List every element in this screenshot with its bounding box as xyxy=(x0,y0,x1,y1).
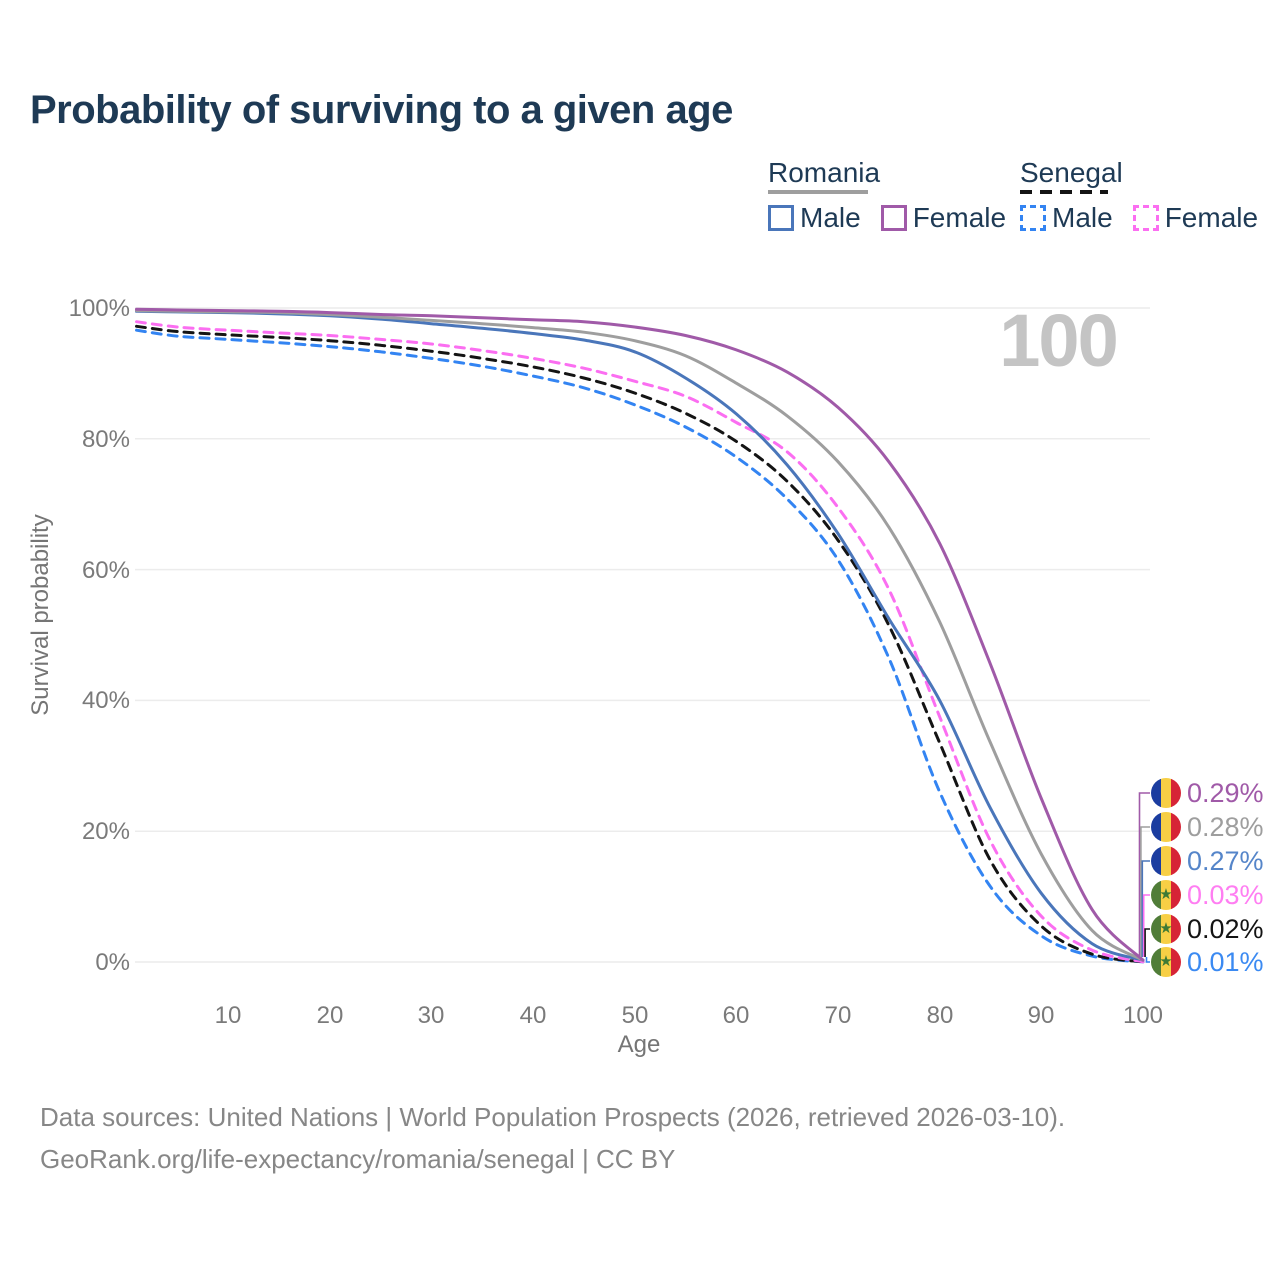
legend-item-label: Male xyxy=(1052,202,1113,233)
senegal-flag-icon: ★ xyxy=(1151,947,1181,977)
attribution-line: GeoRank.org/life-expectancy/romania/sene… xyxy=(40,1144,676,1174)
curve-romania-both-sexes xyxy=(135,309,1145,962)
y-tick-label: 40% xyxy=(82,687,130,714)
y-tick-label: 0% xyxy=(95,949,130,976)
end-label-connector xyxy=(1142,894,1150,957)
end-label-connectors xyxy=(1138,792,1150,963)
x-tick-label: 10 xyxy=(215,1002,242,1029)
legend-line-sample-romania xyxy=(768,190,868,194)
legend-swatch-icon xyxy=(1132,205,1159,231)
end-label-romania-both: ★ 0.28% xyxy=(1151,811,1264,843)
flag-star-icon: ★ xyxy=(1159,886,1173,903)
x-tick-label: 40 xyxy=(520,1002,547,1029)
data-sources-line: Data sources: United Nations | World Pop… xyxy=(40,1102,1066,1132)
end-label-romania-female: ★ 0.29% xyxy=(1151,777,1264,809)
end-label-connector xyxy=(1145,957,1150,963)
legend-item-romania-female[interactable]: Female xyxy=(880,202,1007,233)
end-value: 0.29% xyxy=(1187,777,1264,808)
y-axis-ticks: 100% 80% 60% 40% 20% 0% xyxy=(69,295,130,976)
legend-item-label: Female xyxy=(912,202,1007,233)
end-label-connector xyxy=(1141,860,1150,957)
end-label-connector xyxy=(1138,792,1150,957)
legend-item-senegal-female[interactable]: Female xyxy=(1132,202,1259,233)
survival-curves xyxy=(135,307,1145,964)
y-tick-label: 100% xyxy=(69,295,130,322)
end-value: 0.01% xyxy=(1187,946,1264,977)
y-tick-label: 60% xyxy=(82,557,130,584)
x-tick-label: 100 xyxy=(1123,1002,1163,1029)
x-tick-label: 80 xyxy=(927,1002,954,1029)
age-counter-watermark: 100 xyxy=(999,299,1118,382)
y-tick-label: 80% xyxy=(82,426,130,453)
x-tick-label: 50 xyxy=(622,1002,649,1029)
romania-flag-icon: ★ xyxy=(1151,812,1181,842)
romania-flag-icon: ★ xyxy=(1151,846,1181,876)
legend-item-romania-male[interactable]: Male xyxy=(768,204,861,232)
legend-swatch-icon xyxy=(768,205,794,231)
legend-swatch-icon xyxy=(1020,205,1046,231)
x-tick-label: 30 xyxy=(418,1002,445,1029)
end-value: 0.28% xyxy=(1187,811,1264,842)
x-tick-label: 60 xyxy=(723,1002,750,1029)
legend: Romania Male Female Senegal Male xyxy=(0,158,1280,242)
curve-senegal-male xyxy=(135,328,1145,964)
legend-group-title-senegal: Senegal xyxy=(1020,157,1123,188)
end-label-connector xyxy=(1140,826,1150,957)
end-value: 0.27% xyxy=(1187,845,1264,876)
flag-star-icon: ★ xyxy=(1159,953,1173,970)
senegal-flag-icon: ★ xyxy=(1151,880,1181,910)
gridlines xyxy=(135,307,1150,963)
end-label-senegal-male: ★ 0.01% xyxy=(1151,946,1264,978)
y-axis-label: Survival probability xyxy=(27,514,54,715)
legend-group-romania: Romania Male Female xyxy=(768,158,1006,232)
x-axis-label: Age xyxy=(618,1031,661,1058)
y-tick-label: 20% xyxy=(82,818,130,845)
end-value: 0.03% xyxy=(1187,879,1264,910)
senegal-flag-icon: ★ xyxy=(1151,914,1181,944)
legend-group-senegal: Senegal Male Female xyxy=(1020,158,1258,232)
end-label-senegal-female: ★ 0.03% xyxy=(1151,879,1264,911)
x-axis-ticks: 10 20 30 40 50 60 70 80 90 100 xyxy=(215,1002,1163,1029)
x-tick-label: 70 xyxy=(825,1002,852,1029)
legend-line-sample-senegal xyxy=(1020,190,1108,194)
end-label-romania-male: ★ 0.27% xyxy=(1151,845,1264,877)
romania-flag-icon: ★ xyxy=(1151,778,1181,808)
legend-swatch-icon xyxy=(880,205,907,231)
legend-item-label: Male xyxy=(800,202,861,233)
legend-group-title-romania: Romania xyxy=(768,157,881,188)
x-tick-label: 20 xyxy=(317,1002,344,1029)
legend-item-label: Female xyxy=(1164,202,1259,233)
page-title: Probability of surviving to a given age xyxy=(30,88,733,132)
end-value: 0.02% xyxy=(1187,913,1264,944)
curve-romania-male xyxy=(135,309,1145,962)
x-tick-label: 90 xyxy=(1028,1002,1055,1029)
flag-star-icon: ★ xyxy=(1159,920,1173,937)
curve-senegal-female xyxy=(135,320,1145,964)
end-label-senegal-both: ★ 0.02% xyxy=(1151,913,1264,945)
end-label-connector xyxy=(1144,928,1150,957)
curve-romania-female xyxy=(135,307,1145,962)
legend-item-senegal-male[interactable]: Male xyxy=(1020,204,1113,232)
curve-senegal-both-sexes xyxy=(135,324,1145,964)
footer: Data sources: United Nations | World Pop… xyxy=(40,1096,1065,1180)
